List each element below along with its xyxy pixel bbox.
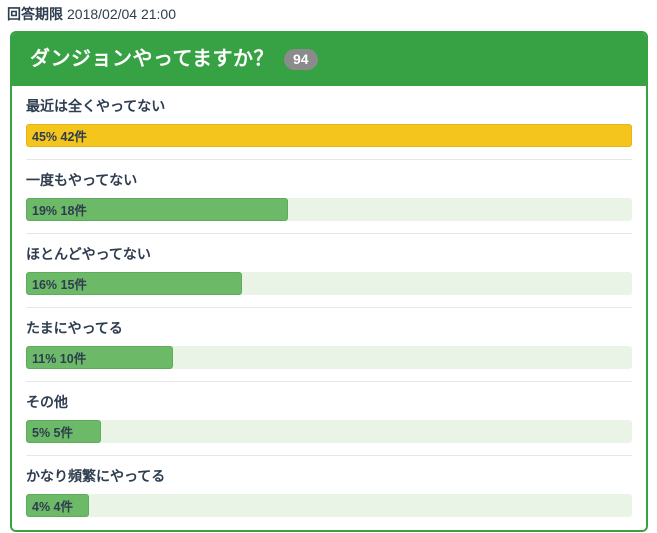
option-label: かなり頻繁にやってる [26,468,166,484]
result-bar-track: 5% 5件 [26,420,632,443]
result-bar-stat: 4% 4件 [32,500,73,514]
result-bar-track: 16% 15件 [26,272,632,295]
poll-results-list: 最近は全くやってない 45% 42件 一度もやってない 19% 18件 ほとんど… [12,86,646,530]
result-bar-track: 4% 4件 [26,494,632,517]
poll-title: ダンジョンやってますか？ [30,48,274,70]
result-bar-stat: 19% 18件 [32,204,87,218]
result-bar-track: 45% 42件 [26,124,632,147]
result-bar-fill: 5% 5件 [26,420,101,443]
option-label: ほとんどやってない [26,246,151,262]
result-bar-fill: 16% 15件 [26,272,242,295]
result-bar-stat: 45% 42件 [32,130,87,144]
poll-option-row: 最近は全くやってない 45% 42件 [26,86,632,160]
result-bar-track: 11% 10件 [26,346,632,369]
option-label: 一度もやってない [26,172,138,188]
result-bar-fill: 11% 10件 [26,346,174,369]
result-bar-fill: 4% 4件 [26,494,90,517]
poll-option-row: ほとんどやってない 16% 15件 [26,234,632,308]
poll-option-row: かなり頻繁にやってる 4% 4件 [26,456,632,530]
result-bar-fill: 19% 18件 [26,198,289,221]
poll-option-row: その他 5% 5件 [26,382,632,456]
result-bar-fill: 45% 42件 [26,124,632,147]
option-label: その他 [26,394,68,410]
result-bar-stat: 16% 15件 [32,278,87,292]
deadline-value: 2018/02/04 21:00 [67,6,176,22]
option-label: たまにやってる [26,320,123,336]
deadline-row: 回答期限 2018/02/04 21:00 [0,0,657,23]
poll-card: ダンジョンやってますか？ 94 最近は全くやってない 45% 42件 一度もやっ… [10,31,648,532]
poll-header: ダンジョンやってますか？ 94 [12,33,646,86]
result-bar-stat: 5% 5件 [32,426,73,440]
poll-option-row: たまにやってる 11% 10件 [26,308,632,382]
vote-count-badge: 94 [284,49,318,70]
deadline-label: 回答期限 [7,6,63,22]
option-label: 最近は全くやってない [26,98,166,114]
result-bar-track: 19% 18件 [26,198,632,221]
result-bar-stat: 11% 10件 [32,352,87,366]
poll-option-row: 一度もやってない 19% 18件 [26,160,632,234]
